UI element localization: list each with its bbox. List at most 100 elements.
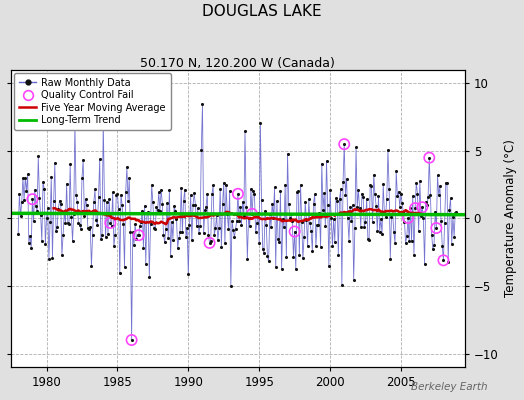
Point <box>58 252 66 258</box>
Point <box>399 208 408 215</box>
Point <box>229 227 237 233</box>
Point <box>439 257 447 264</box>
Point <box>138 208 146 214</box>
Point <box>45 256 53 262</box>
Point <box>283 150 292 157</box>
Point <box>95 156 104 162</box>
Point <box>347 218 355 225</box>
Point <box>424 194 432 200</box>
Point <box>219 201 227 208</box>
Point <box>75 222 84 228</box>
Point <box>452 208 461 215</box>
Point <box>108 189 117 196</box>
Point <box>135 232 143 238</box>
Point <box>345 237 353 244</box>
Y-axis label: Temperature Anomaly (°C): Temperature Anomaly (°C) <box>504 140 517 297</box>
Point <box>340 141 348 147</box>
Point <box>383 196 391 202</box>
Point <box>319 207 327 213</box>
Point <box>205 240 214 246</box>
Point <box>216 186 224 192</box>
Point <box>314 222 322 228</box>
Point <box>37 212 45 218</box>
Point <box>184 271 192 277</box>
Point <box>373 228 381 234</box>
Point <box>84 225 92 232</box>
Point <box>135 232 143 238</box>
Point <box>131 220 139 227</box>
Point <box>154 207 162 214</box>
Point <box>159 232 168 238</box>
Point <box>439 257 447 264</box>
Point <box>307 228 315 234</box>
Point <box>436 183 444 189</box>
Point <box>48 255 57 261</box>
Point <box>208 191 216 198</box>
Point <box>25 240 33 246</box>
Point <box>282 253 290 260</box>
Point <box>57 200 65 207</box>
Point <box>217 244 225 251</box>
Point <box>225 188 234 194</box>
Point <box>433 172 442 179</box>
Point <box>61 220 70 226</box>
Point <box>222 182 230 188</box>
Point <box>276 188 285 194</box>
Point <box>281 182 289 188</box>
Point <box>204 232 213 238</box>
Point <box>40 186 48 192</box>
Point <box>449 214 457 220</box>
Point <box>289 254 298 260</box>
Point <box>390 229 398 235</box>
Point <box>306 220 314 226</box>
Point <box>232 226 240 232</box>
Point <box>248 211 256 217</box>
Point <box>362 219 370 226</box>
Point <box>73 199 81 205</box>
Point <box>275 239 283 246</box>
Point <box>128 229 137 235</box>
Point <box>78 175 86 181</box>
Point <box>110 243 118 250</box>
Point <box>19 175 27 181</box>
Point <box>309 200 318 207</box>
Point <box>268 200 276 207</box>
Point <box>151 226 159 232</box>
Point <box>418 204 427 210</box>
Point <box>272 198 281 204</box>
Point <box>367 183 376 189</box>
Point <box>298 219 306 225</box>
Point <box>220 179 228 186</box>
Point <box>248 211 256 217</box>
Point <box>89 232 97 238</box>
Point <box>352 144 360 150</box>
Point <box>418 204 427 210</box>
Point <box>443 180 451 186</box>
Point <box>447 240 456 247</box>
Point <box>400 218 409 225</box>
Point <box>126 229 135 235</box>
Point <box>300 234 308 240</box>
Point <box>234 191 242 197</box>
Point <box>169 236 177 243</box>
Point <box>206 238 215 244</box>
Point <box>326 187 334 193</box>
Point <box>377 216 385 222</box>
Point <box>165 187 173 194</box>
Point <box>257 197 266 204</box>
Point <box>290 228 299 235</box>
Point <box>445 206 454 213</box>
Point <box>396 203 404 210</box>
Point <box>353 204 362 210</box>
Point <box>404 215 412 221</box>
Point <box>168 218 176 225</box>
Point <box>269 214 278 221</box>
Point <box>105 196 113 202</box>
Point <box>320 190 329 196</box>
Point <box>80 213 89 219</box>
Point <box>365 237 373 243</box>
Point <box>318 160 326 167</box>
Point <box>363 196 371 202</box>
Point <box>177 184 185 191</box>
Point <box>144 209 152 216</box>
